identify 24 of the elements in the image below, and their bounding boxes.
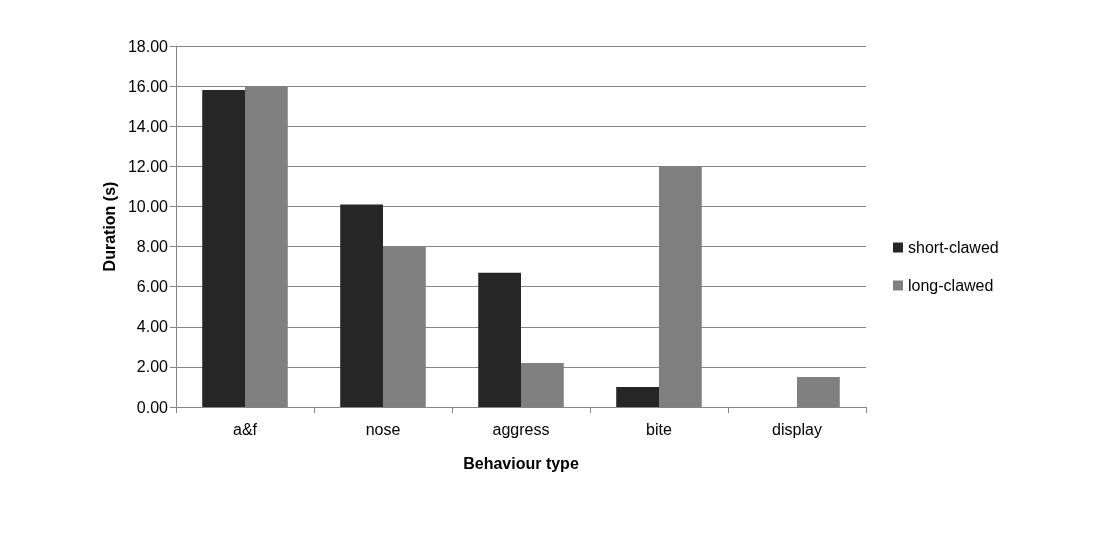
y-tick-label: 2.00 xyxy=(136,358,169,376)
y-tick-label: 6.00 xyxy=(136,278,169,296)
x-tick-label: a&f xyxy=(232,420,258,438)
bar xyxy=(478,272,521,407)
bar xyxy=(340,204,383,407)
y-tick-label: 0.00 xyxy=(136,398,169,416)
bar xyxy=(797,376,840,407)
legend-label: long-clawed xyxy=(908,277,994,294)
legend-label: short-clawed xyxy=(908,239,999,256)
x-tick-label: bite xyxy=(646,420,672,438)
bar xyxy=(616,386,659,407)
y-tick-label: 16.00 xyxy=(127,77,169,95)
y-tick-label: 8.00 xyxy=(136,238,169,256)
bar xyxy=(202,90,245,407)
y-tick-label: 18.00 xyxy=(127,37,169,55)
y-tick-label: 4.00 xyxy=(136,318,169,336)
x-axis-title: Behaviour type xyxy=(463,454,579,472)
y-tick-label: 14.00 xyxy=(127,117,169,135)
y-axis-title: Duration (s) xyxy=(100,181,118,272)
y-tick-label: 12.00 xyxy=(127,157,169,175)
x-tick-label: display xyxy=(772,420,822,438)
x-tick-label: nose xyxy=(365,420,401,438)
y-tick-label: 10.00 xyxy=(127,197,169,215)
x-tick-label: aggress xyxy=(492,420,550,438)
